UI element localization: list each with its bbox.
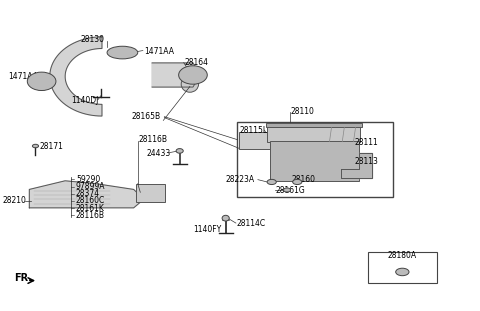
Text: 28180A: 28180A: [388, 251, 417, 260]
Ellipse shape: [33, 144, 38, 148]
Text: 28110: 28110: [290, 107, 314, 116]
Ellipse shape: [27, 72, 56, 91]
Bar: [239, 132, 270, 149]
Text: 1471AA: 1471AA: [144, 47, 174, 56]
Ellipse shape: [176, 149, 183, 153]
Bar: [238, 123, 394, 197]
Bar: [368, 252, 437, 283]
Ellipse shape: [284, 188, 290, 192]
Polygon shape: [50, 37, 102, 116]
Bar: [136, 184, 165, 202]
Text: 28164: 28164: [185, 58, 209, 67]
Text: 1140DJ: 1140DJ: [71, 96, 99, 105]
Bar: [266, 127, 360, 142]
Text: 28171: 28171: [39, 142, 63, 151]
Text: 28111: 28111: [354, 138, 378, 147]
Text: 28161K: 28161K: [76, 204, 105, 213]
Text: 59290: 59290: [76, 174, 100, 183]
Polygon shape: [29, 181, 144, 208]
Text: 28114C: 28114C: [237, 219, 265, 228]
Bar: [270, 141, 359, 181]
Polygon shape: [341, 153, 372, 178]
Text: 1471AA: 1471AA: [8, 72, 38, 81]
Text: 1140FY: 1140FY: [193, 225, 221, 234]
Ellipse shape: [222, 215, 229, 221]
Text: 28160: 28160: [291, 175, 315, 184]
Ellipse shape: [107, 46, 138, 59]
Text: 28160C: 28160C: [76, 197, 105, 206]
Text: 28210: 28210: [2, 197, 26, 206]
Text: 28161G: 28161G: [276, 185, 306, 194]
Ellipse shape: [181, 76, 199, 92]
Ellipse shape: [293, 179, 302, 184]
Text: 28116B: 28116B: [76, 211, 105, 220]
Ellipse shape: [267, 179, 276, 184]
Text: 28130: 28130: [81, 35, 105, 44]
Polygon shape: [152, 63, 200, 87]
Text: 24433: 24433: [147, 149, 171, 158]
Text: FR.: FR.: [14, 272, 32, 283]
Text: 28223A: 28223A: [226, 175, 255, 184]
Text: 28165B: 28165B: [132, 112, 161, 121]
Text: 28113: 28113: [354, 157, 378, 166]
Bar: [265, 123, 362, 127]
Ellipse shape: [179, 66, 207, 84]
Ellipse shape: [396, 268, 409, 276]
Text: 28374: 28374: [76, 189, 100, 198]
Text: 28115L: 28115L: [240, 126, 268, 135]
Text: 97899A: 97899A: [76, 182, 106, 191]
Text: 28116B: 28116B: [139, 135, 168, 144]
